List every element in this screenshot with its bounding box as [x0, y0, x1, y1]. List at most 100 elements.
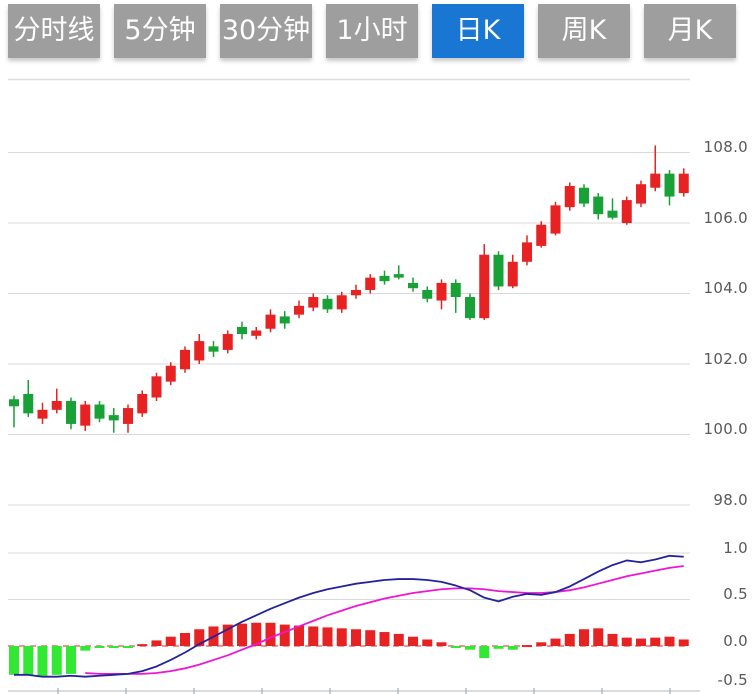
macd-bar: [80, 646, 91, 651]
tab-monthly-k[interactable]: 月K: [644, 4, 736, 58]
dea-line: [85, 565, 684, 675]
macd-bar: [237, 623, 247, 646]
price-axis-label: 108.0: [703, 138, 748, 156]
tab-weekly-k[interactable]: 周K: [538, 4, 630, 58]
price-axis-label: 98.0: [713, 491, 748, 509]
candle: [579, 184, 589, 208]
tab-daily-k[interactable]: 日K: [432, 4, 524, 58]
indicator-axis-label: -0.5: [717, 671, 748, 689]
macd-bar: [37, 646, 48, 676]
candle: [664, 170, 675, 206]
macd-bar: [336, 628, 347, 646]
candle: [593, 193, 604, 220]
time-axis: [8, 688, 700, 694]
candle: [51, 388, 62, 414]
macd-bar: [308, 626, 319, 646]
candle: [550, 201, 561, 236]
macd-bar: [579, 629, 589, 646]
macd-bar: [550, 638, 561, 646]
macd-bar: [493, 646, 504, 649]
candle: [507, 254, 518, 289]
candle: [279, 311, 290, 329]
candle: [365, 274, 376, 294]
candle: [208, 341, 219, 357]
candle: [165, 362, 176, 386]
macd-bar: [450, 646, 461, 648]
candles: [9, 145, 689, 433]
macd-bar: [408, 636, 418, 646]
macd-bar: [51, 646, 62, 675]
candle: [123, 404, 133, 433]
macd-bar: [593, 628, 604, 646]
macd-bar: [664, 636, 675, 646]
candle: [351, 284, 361, 299]
macd-bar: [536, 642, 547, 646]
grid-lines: [8, 78, 690, 647]
indicator-axis-label: 1.0: [723, 539, 748, 557]
candle: [308, 293, 319, 312]
candle: [607, 198, 618, 220]
indicator-axis-label: 0.5: [723, 585, 748, 603]
macd-bar: [123, 646, 133, 648]
macd-bar: [607, 633, 618, 646]
candle: [137, 390, 148, 417]
candle: [194, 334, 205, 364]
macd-bar: [379, 632, 390, 646]
candle: [379, 270, 390, 285]
candle: [151, 372, 162, 402]
macd-bar: [621, 637, 632, 646]
candle: [108, 408, 119, 433]
macd-bar: [265, 622, 276, 646]
period-toolbar: 分时线 5分钟 30分钟 1小时 日K 周K 月K: [8, 4, 736, 58]
candle: [66, 397, 76, 430]
price-axis-label: 100.0: [703, 420, 748, 438]
candle: [422, 286, 433, 303]
macd-bar: [222, 624, 233, 646]
candle: [436, 279, 447, 310]
candle: [322, 295, 333, 313]
macd-bar: [465, 646, 475, 650]
candle: [9, 395, 19, 428]
macd-bar: [322, 627, 333, 646]
candle: [678, 168, 689, 197]
macd-bar: [194, 629, 205, 646]
price-axis-label: 102.0: [703, 350, 748, 368]
candle: [251, 326, 262, 340]
candle: [522, 235, 532, 266]
candle: [37, 402, 48, 424]
macd-bar: [180, 632, 190, 646]
macd-bar: [66, 646, 76, 674]
candle: [222, 330, 233, 354]
macd-bar: [365, 630, 376, 646]
macd-bar: [351, 629, 361, 646]
indicator-axis-label: 0.0: [723, 632, 748, 650]
tab-30min[interactable]: 30分钟: [220, 4, 312, 58]
candle: [294, 300, 304, 319]
tab-timeline-minute[interactable]: 分时线: [8, 4, 100, 58]
candle: [479, 244, 490, 320]
macd-bar: [393, 633, 404, 646]
candle: [237, 321, 247, 340]
candle: [536, 221, 547, 248]
tab-1hour[interactable]: 1小时: [326, 4, 418, 58]
candle: [465, 293, 475, 320]
macd-bar: [108, 646, 119, 648]
macd-bar: [151, 640, 162, 646]
candle: [23, 379, 34, 417]
candle: [94, 401, 105, 423]
price-axis-label: 104.0: [703, 279, 748, 297]
candle: [408, 277, 418, 292]
macd-bar: [94, 646, 105, 648]
candle: [450, 279, 461, 313]
macd-bar: [422, 639, 433, 646]
candle: [265, 309, 276, 333]
macd-bar: [294, 625, 304, 646]
macd-histogram: [9, 622, 689, 676]
macd-bar: [23, 646, 34, 675]
candle: [636, 180, 646, 208]
tab-5min[interactable]: 5分钟: [114, 4, 206, 58]
macd-bar: [522, 645, 532, 648]
macd-bar: [564, 633, 575, 646]
